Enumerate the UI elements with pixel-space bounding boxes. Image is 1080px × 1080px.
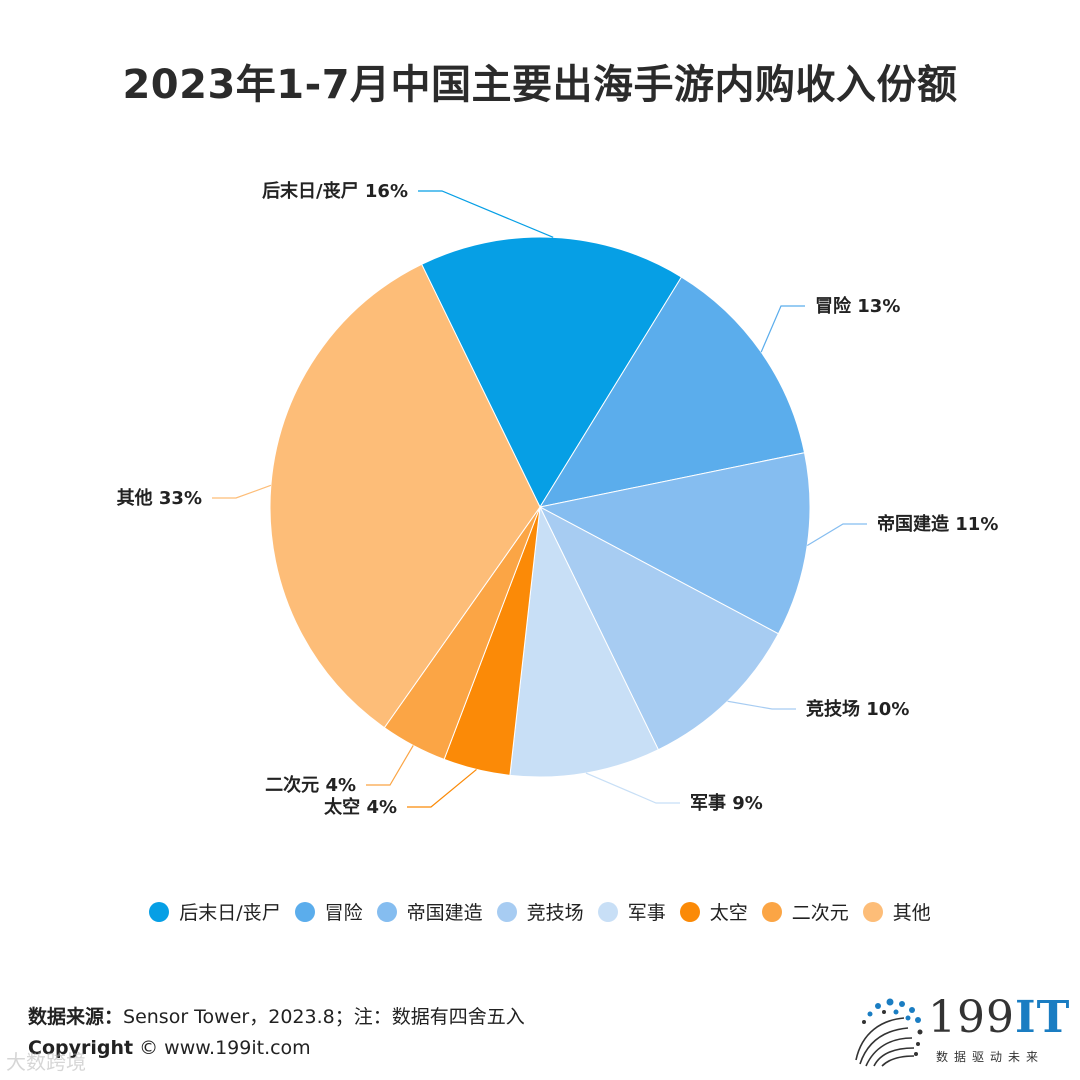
legend-swatch [862,901,883,922]
leader-line [760,305,805,353]
slice-label: 二次元 4% [265,774,356,796]
pie-slice [538,276,806,508]
legend-item: 军事 [597,898,666,925]
leader-line [407,768,477,808]
brand-tagline: 数据驱动未来 [936,1050,1045,1064]
legend-item: 冒险 [294,898,363,925]
pie-slice [269,263,541,729]
data-source: 数据来源：Sensor Tower，2023.8；注：数据有四舍五入 [28,1002,525,1029]
slice-label: 帝国建造 11% [877,513,998,535]
copyright-text: © www.199it.com [139,1037,311,1059]
pie-slice [509,505,660,778]
brand-it: IT [1014,992,1071,1043]
legend-item: 竞技场 [496,898,584,925]
leader-line [212,484,272,499]
source-label: 数据来源： [28,1006,124,1028]
copyright-label: Copyright [28,1037,134,1059]
pie-slice [420,236,683,509]
legend-label: 后末日/丧尸 [179,902,281,924]
legend-label: 帝国建造 [406,902,483,924]
leader-line [366,745,414,786]
legend-label: 太空 [709,902,748,924]
leader-line [806,523,867,547]
copyright: Copyright © www.199it.com [28,1037,311,1059]
legend-swatch [679,901,700,922]
slice-label: 其他 33% [117,487,202,509]
legend-swatch [761,901,782,922]
legend-item: 太空 [679,898,748,925]
brand-name: 199IT [928,992,1070,1043]
brand-digits: 199 [928,992,1015,1043]
brand-logo: 199IT 数据驱动未来 [848,992,1070,1072]
legend-swatch [149,901,170,922]
legend-label: 其他 [892,902,931,924]
slice-label: 后末日/丧尸 16% [262,180,408,202]
legend-swatch [376,901,397,922]
chart-title: 2023年1-7月中国主要出海手游内购收入份额 [122,62,958,108]
slice-label: 冒险 13% [815,295,900,317]
pie-slice [538,505,780,751]
slice-label: 太空 4% [324,796,397,818]
legend-swatch [496,901,517,922]
source-text: Sensor Tower，2023.8；注：数据有四舍五入 [123,1006,525,1028]
leader-line [585,772,680,804]
legend-label: 冒险 [324,902,363,924]
legend-label: 竞技场 [526,902,584,924]
legend-swatch [294,901,315,922]
leader-line [418,190,554,238]
legend-item: 二次元 [761,898,849,925]
legend-item: 其他 [862,898,931,925]
leader-line [727,700,796,710]
legend-label: 二次元 [791,902,849,924]
dots-globe-icon [855,998,923,1067]
slice-label: 竞技场 10% [806,698,909,720]
pie-slice [538,452,811,635]
legend-label: 军事 [627,902,666,924]
legend: 后末日/丧尸 冒险 帝国建造 竞技场 军事 太空 二次元 其他 [0,898,1080,925]
slice-label: 军事 9% [690,792,763,814]
legend-item: 后末日/丧尸 [149,898,281,925]
watermark: 大数跨境 [6,1050,86,1074]
legend-item: 帝国建造 [376,898,483,925]
legend-swatch [597,901,618,922]
